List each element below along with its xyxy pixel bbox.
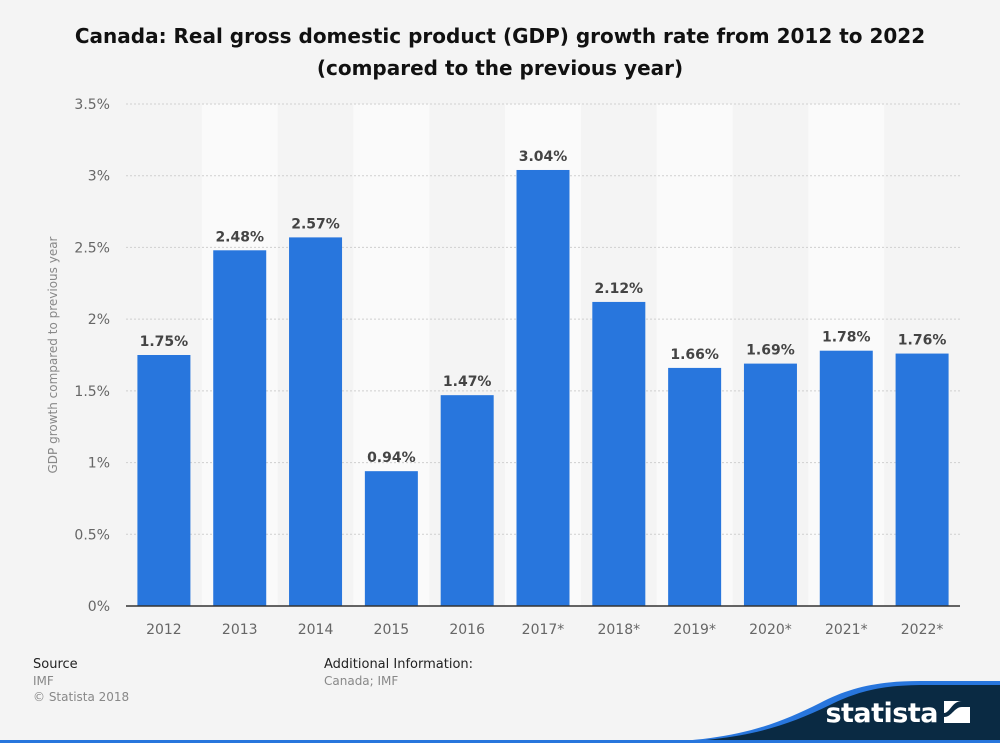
statista-brand-banner[interactable]: statista [640, 673, 1000, 743]
x-tick-label: 2012 [146, 622, 182, 638]
additional-info-label: Additional Information: [324, 657, 474, 672]
y-tick-label: 1.5% [74, 384, 110, 400]
x-tick-label: 2014 [298, 622, 334, 638]
bar-2022[interactable] [895, 353, 949, 606]
data-label: 2.12% [595, 281, 644, 297]
x-tick-label: 2016 [449, 622, 485, 638]
bar-2016[interactable] [440, 395, 494, 606]
chart-title-line1: Canada: Real gross domestic product (GDP… [74, 24, 926, 48]
bar-2015[interactable] [364, 471, 418, 606]
bar-chart: 0% 0.5% 1% 1.5% 2% 2.5% 3% 3.5% 1.75% 2.48% 2.57%… [74, 97, 960, 638]
x-tick-label: 2018* [597, 622, 640, 638]
statista-logo-icon [944, 701, 970, 723]
y-axis-title: GDP growth compared to previous year [46, 236, 60, 474]
x-tick-label: 2021* [825, 622, 868, 638]
x-tick-label: 2022* [901, 622, 944, 638]
data-label: 0.94% [367, 450, 416, 466]
source-label: Source [33, 657, 78, 672]
data-label: 2.57% [291, 216, 340, 232]
bar-2017[interactable] [516, 169, 570, 606]
chart-subtitle: (compared to the previous year) [316, 56, 684, 80]
x-tick-label: 2020* [749, 622, 792, 638]
brand-wave [640, 681, 1000, 743]
bar-2018[interactable] [592, 301, 646, 606]
bar-2012[interactable] [137, 355, 191, 606]
data-label: 3.04% [519, 149, 568, 165]
data-label: 2.48% [215, 229, 264, 245]
y-axis-ticks: 0% 0.5% 1% 1.5% 2% 2.5% 3% 3.5% [74, 97, 110, 615]
data-label: 1.69% [746, 343, 795, 359]
y-tick-label: 1% [88, 456, 110, 472]
y-tick-label: 3.5% [74, 97, 110, 113]
additional-info-value: Canada; IMF [324, 674, 399, 688]
y-tick-label: 2% [88, 312, 110, 328]
data-label: 1.78% [822, 330, 871, 346]
bar-2019[interactable] [668, 367, 722, 606]
bar-2020[interactable] [743, 363, 797, 606]
statista-logo-text: statista [825, 698, 938, 729]
x-tick-label: 2017* [522, 622, 565, 638]
x-axis-ticks: 2012 2013 2014 2015 2016 2017* 2018* 2019* 2020*… [146, 622, 943, 638]
y-tick-label: 0.5% [74, 527, 110, 543]
source-block: Source IMF © Statista 2018 [33, 657, 129, 705]
data-label: 1.66% [670, 347, 719, 363]
y-tick-label: 3% [88, 169, 110, 185]
data-label: 1.75% [140, 334, 189, 350]
data-label: 1.47% [443, 374, 492, 390]
y-tick-label: 2.5% [74, 240, 110, 256]
bar-2013[interactable] [213, 250, 267, 606]
bar-2014[interactable] [289, 237, 343, 607]
x-tick-label: 2015 [374, 622, 410, 638]
x-tick-label: 2013 [222, 622, 258, 638]
source-value: IMF [33, 674, 54, 688]
copyright: © Statista 2018 [33, 690, 130, 704]
y-tick-label: 0% [88, 599, 110, 615]
chart-title: Canada: Real gross domestic product (GDP… [0, 20, 1000, 84]
data-labels: 1.75% 2.48% 2.57% 0.94% 1.47% 3.04% 2.12% 1.66%… [140, 149, 947, 466]
bottom-accent-strip [0, 740, 1000, 743]
bars [137, 169, 949, 607]
x-tick-label: 2019* [673, 622, 716, 638]
data-label: 1.76% [898, 333, 947, 349]
bar-2021[interactable] [819, 350, 873, 606]
additional-info-block: Additional Information: Canada; IMF [324, 657, 473, 689]
